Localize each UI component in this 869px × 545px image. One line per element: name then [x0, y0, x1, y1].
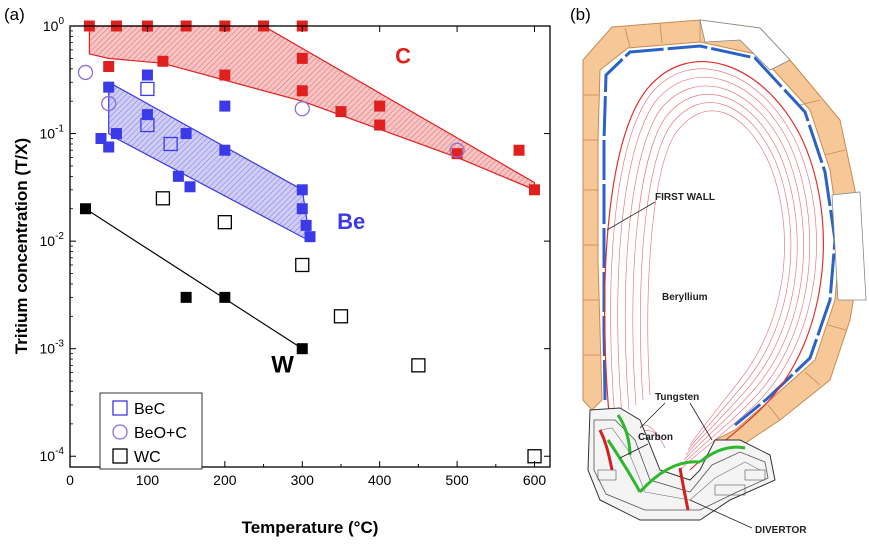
point-wc-4 [411, 358, 426, 373]
chart-legend: BeC BeO+C WC [99, 392, 203, 470]
x-tick-label-600: 600 [523, 472, 547, 488]
leader-tungsten-1 [639, 402, 666, 429]
point-beo-c-3 [449, 142, 465, 158]
leader-carbon [619, 443, 649, 459]
fit-line-w [85, 208, 303, 350]
label-tungsten: Tungsten [655, 392, 699, 403]
point-be-12 [296, 203, 308, 215]
point-be-2 [95, 132, 107, 144]
band-be [108, 81, 311, 243]
point-be-10 [219, 144, 231, 156]
leader-first-wall [606, 201, 656, 231]
point-be-3 [103, 141, 115, 153]
y-axis-ticks: 100 10-1 10-2 10-3 10-4 [40, 16, 550, 464]
legend-box [99, 392, 203, 470]
point-bec-2 [163, 136, 178, 152]
divertor [587, 407, 776, 521]
x-axis-ticks: 0 100 200 300 400 500 600 [66, 26, 546, 488]
panel-b: (b) [570, 5, 867, 536]
chart-annotations: C Be W [271, 43, 411, 378]
legend-beo-c-label: BeO+C [134, 425, 187, 442]
label-carbon: Carbon [638, 432, 673, 443]
point-wc-3 [333, 309, 349, 324]
point-w-0 [79, 203, 91, 215]
annotation-w: W [271, 352, 294, 379]
point-wc-2 [295, 257, 310, 273]
panel-a-label: (a) [4, 5, 25, 24]
point-wc-5 [527, 449, 542, 464]
point-bec-1 [140, 117, 155, 133]
x-tick-label-0: 0 [66, 472, 74, 488]
point-c-11 [296, 85, 308, 97]
point-c-14 [374, 119, 386, 131]
legend-wc-label: WC [134, 449, 161, 466]
first-wall-tiles [582, 19, 861, 456]
point-be-14 [304, 231, 316, 243]
point-w-3 [296, 343, 308, 355]
panel-b-label: (b) [570, 5, 591, 24]
point-be-7 [172, 170, 184, 182]
point-be-13 [300, 219, 312, 231]
point-c-16 [513, 144, 525, 156]
point-c-12 [335, 106, 347, 118]
point-be-11 [296, 184, 308, 196]
label-beryllium: Beryllium [662, 292, 708, 303]
plot-frame [69, 25, 551, 468]
equatorial-port [831, 191, 867, 301]
point-be-4 [110, 128, 122, 140]
point-c-10 [296, 52, 308, 64]
legend-bec-marker [112, 400, 128, 416]
point-be-0 [103, 81, 115, 93]
separatrix [604, 61, 824, 471]
legend-beo-c-marker [112, 424, 128, 440]
chart-fit-lines [85, 208, 303, 350]
point-beo-c-2 [294, 101, 310, 117]
y-tick-label--1: 10-1 [40, 124, 65, 142]
x-tick-label-500: 500 [445, 472, 469, 488]
point-w-2 [219, 291, 231, 303]
point-wc-0 [155, 191, 171, 206]
x-axis-title: Temperature (°C) [242, 518, 379, 537]
point-beo-c-0 [77, 64, 94, 81]
point-be-5 [141, 109, 153, 121]
point-c-8 [157, 55, 169, 67]
y-tick-label-0: 100 [43, 16, 65, 34]
x-tick-label-200: 200 [213, 472, 237, 488]
point-be-8 [184, 181, 196, 193]
panel-a: (a) C Be W 0 100 200 300 400 500 600 100 10-1 10-2… [4, 5, 551, 537]
point-c-15 [451, 148, 463, 160]
chart-bands [88, 25, 536, 243]
point-c-13 [374, 100, 386, 112]
y-tick-label--3: 10-3 [40, 339, 65, 357]
y-axis-title: Tritium concentration (T/X) [12, 138, 31, 354]
x-tick-label-300: 300 [291, 472, 315, 488]
x-tick-label-400: 400 [368, 472, 392, 488]
legend-bec-label: BeC [134, 401, 165, 418]
first-wall-lining [602, 44, 837, 427]
point-c-17 [529, 184, 541, 196]
point-w-1 [180, 291, 192, 303]
point-beo-c-1 [101, 95, 117, 112]
point-be-1 [141, 69, 153, 81]
y-tick-label--4: 10-4 [40, 446, 65, 464]
annotation-be: Be [337, 209, 365, 234]
x-tick-label-100: 100 [136, 472, 160, 488]
point-bec-0 [140, 81, 155, 97]
upper-port [699, 19, 791, 71]
point-wc-1 [217, 215, 232, 230]
label-divertor: DIVERTOR [755, 525, 807, 536]
point-c-7 [103, 61, 115, 73]
point-be-6 [180, 128, 192, 140]
leader-tungsten-2 [689, 402, 713, 441]
point-c-9 [219, 69, 231, 81]
annotation-c: C [395, 43, 411, 68]
y-tick-label--2: 10-2 [40, 231, 65, 249]
point-be-9 [219, 100, 231, 112]
label-first-wall: FIRST WALL [655, 192, 715, 203]
legend-wc-marker [112, 448, 128, 464]
leader-divertor [689, 499, 753, 529]
